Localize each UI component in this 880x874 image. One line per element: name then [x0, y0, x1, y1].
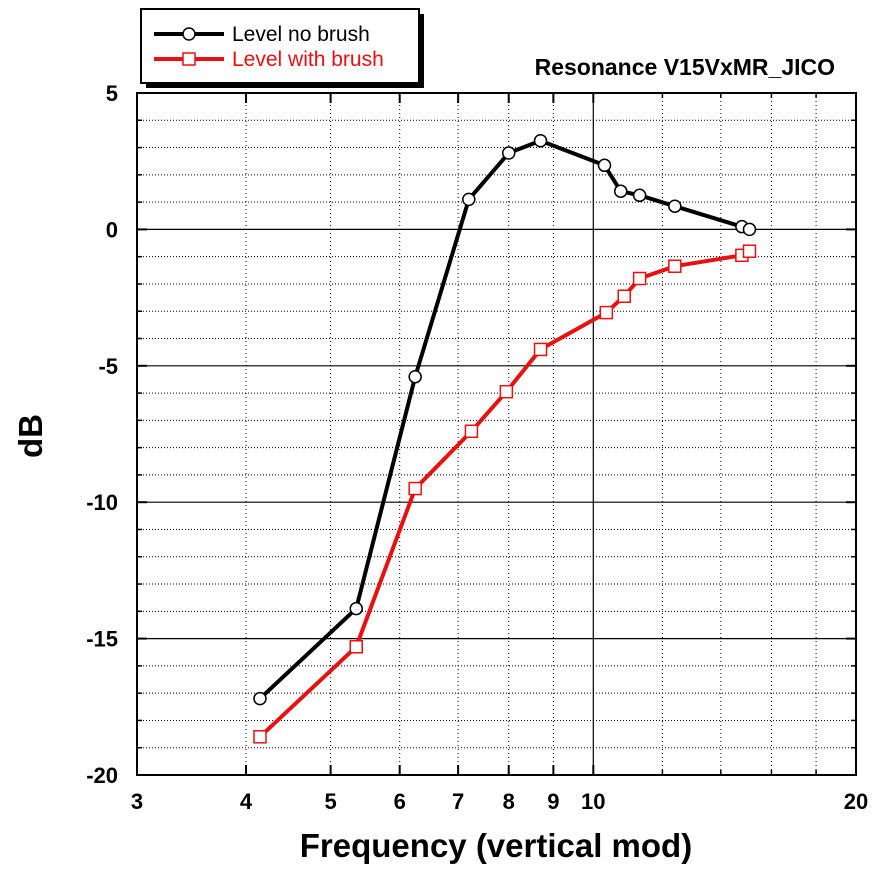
y-tick-label: -15 — [86, 627, 118, 652]
y-tick-label: -10 — [86, 490, 118, 515]
data-point — [668, 259, 682, 273]
data-point — [462, 192, 476, 207]
data-point — [501, 146, 516, 160]
legend-box — [140, 8, 420, 84]
plot-frame — [136, 92, 857, 776]
data-point — [408, 369, 422, 384]
y-tick-label: -20 — [86, 763, 118, 788]
x-tick-label: 9 — [547, 789, 559, 814]
legend-marker — [182, 27, 196, 41]
data-point — [349, 640, 363, 654]
data-point — [742, 222, 757, 237]
data-point — [408, 481, 422, 496]
legend-label: Level with brush — [232, 48, 384, 71]
data-point — [742, 244, 757, 258]
y-tick-label: -5 — [98, 354, 118, 379]
chart-title: Resonance V15VxMR_JICO — [535, 54, 835, 80]
x-tick-label: 10 — [581, 789, 605, 814]
y-tick-label: 0 — [106, 217, 118, 242]
x-axis-label: Frequency (vertical mod) — [300, 827, 692, 864]
data-point — [599, 305, 614, 320]
series-line — [258, 138, 751, 701]
legend-entry-1: Level no brush — [154, 23, 370, 46]
grid — [137, 93, 856, 775]
legend-marker — [182, 52, 196, 66]
y-axis-label: dB — [12, 414, 49, 458]
x-tick-label: 20 — [844, 789, 868, 814]
data-point — [617, 289, 631, 303]
data-point — [668, 199, 682, 213]
data-point — [632, 188, 647, 203]
data-point — [533, 133, 548, 148]
series-1 — [253, 133, 757, 706]
data-point — [613, 184, 628, 198]
series — [253, 133, 757, 744]
data-point — [464, 424, 479, 439]
x-tick-label: 6 — [394, 789, 406, 814]
series-line — [258, 249, 751, 739]
x-tick-label: 5 — [324, 789, 336, 814]
data-point — [349, 601, 363, 616]
data-point — [253, 691, 267, 706]
data-point — [253, 730, 267, 744]
x-tick-label: 4 — [240, 789, 253, 814]
x-tick-label: 8 — [503, 789, 515, 814]
data-point — [597, 158, 612, 173]
data-point — [632, 271, 647, 286]
data-point — [499, 384, 514, 399]
axis-ticks: 5 0 -5 -10 -15 -20 3 4 5 6 7 8 9 10 20 — [86, 81, 868, 814]
legend-entry-2: Level with brush — [154, 48, 384, 71]
x-tick-label: 3 — [131, 789, 143, 814]
data-point — [533, 342, 548, 357]
x-tick-label: 7 — [452, 789, 464, 814]
series-2 — [253, 244, 757, 744]
legend-label: Level no brush — [232, 23, 370, 46]
y-tick-label: 5 — [106, 81, 118, 106]
